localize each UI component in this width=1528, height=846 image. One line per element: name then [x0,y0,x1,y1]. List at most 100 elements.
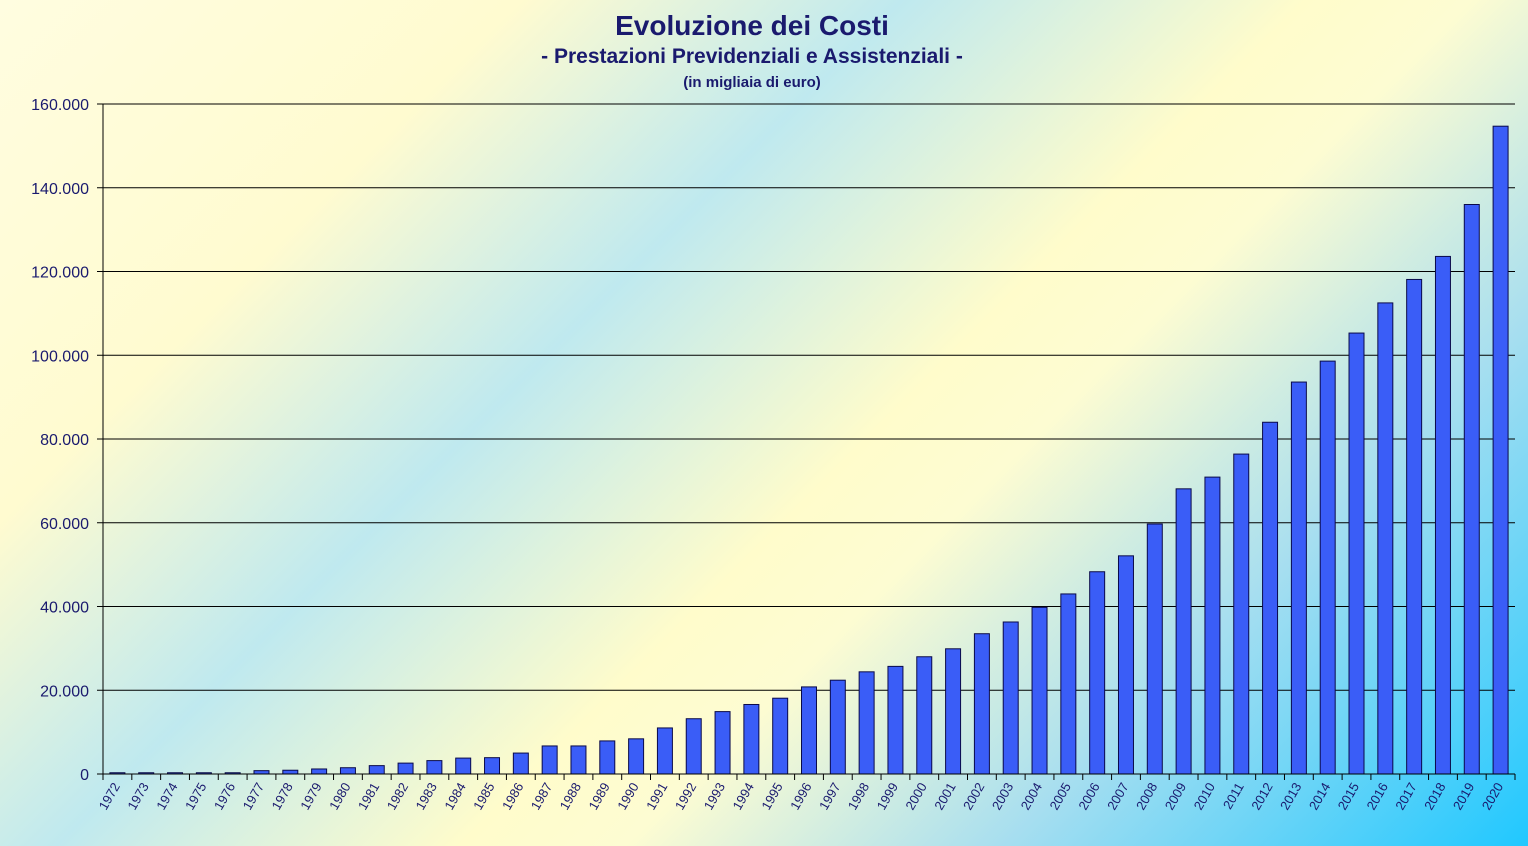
x-tick-label: 1996 [787,780,814,813]
bar-1991 [656,727,673,775]
x-tick-label: 1988 [557,780,584,813]
x-tick-label: 2004 [1018,780,1045,813]
x-tick-label: 1990 [614,780,641,813]
chart-title: Evoluzione dei Costi [615,10,889,41]
x-tick-label: 1999 [874,780,901,813]
bar-2011 [1233,453,1250,775]
bar-1980 [339,767,356,775]
x-tick-label: 2002 [960,780,987,813]
x-tick-label: 1985 [470,780,497,813]
bar-1983 [426,760,443,775]
bar-1988 [570,745,587,775]
bar-2019 [1463,204,1480,775]
bar-1986 [512,752,529,775]
y-tick-label: 140.000 [31,181,89,198]
bar-2007 [1117,555,1134,775]
bar-2015 [1348,332,1365,775]
bar-1998 [858,671,875,775]
x-tick-label: 1994 [730,780,757,813]
bar-2014 [1319,360,1336,775]
x-tick-label: 1973 [124,780,151,813]
bar-1984 [455,757,472,775]
chart-unit-note: (in migliaia di euro) [683,74,821,91]
x-tick-label: 1998 [845,780,872,813]
x-tick-label: 2009 [1162,780,1189,813]
x-tick-label: 1995 [758,780,785,813]
x-tick-label: 2011 [1220,780,1247,812]
x-tick-label: 2006 [1075,780,1102,813]
x-tick-label: 1976 [211,780,238,813]
x-axis-ticks: 1972 1973 1974 1975 1976 1977 1978 1979 1980 1981… [96,774,1516,813]
bar-1981 [368,765,385,775]
bar-1993 [714,711,731,775]
x-tick-label: 1992 [672,780,699,813]
bar-2005 [1060,593,1077,775]
y-tick-label: 60.000 [40,516,89,533]
bar-1995 [772,697,789,775]
x-tick-label: 1983 [413,780,440,813]
x-tick-label: 1986 [499,780,526,813]
bar-1978 [282,769,299,775]
bars [109,125,1509,775]
x-tick-label: 2000 [902,780,929,813]
y-tick-label: 80.000 [40,432,89,449]
bar-2009 [1175,488,1192,775]
bar-1987 [541,745,558,775]
bar-2016 [1377,302,1394,775]
x-tick-label: 1987 [528,780,555,813]
y-tick-label: 0 [80,767,89,784]
bar-2013 [1290,381,1307,775]
bar-1994 [743,703,760,775]
y-tick-label: 120.000 [31,265,89,282]
y-tick-label: 100.000 [31,348,89,365]
bar-1977 [253,770,270,775]
bar-2001 [945,648,962,775]
bar-2012 [1262,421,1279,775]
x-tick-label: 1984 [441,780,468,813]
x-tick-label: 2016 [1363,780,1390,813]
x-tick-label: 1997 [816,780,843,813]
x-tick-label: 2008 [1133,780,1160,813]
y-tick-label: 160.000 [31,97,89,114]
bar-1985 [484,757,501,775]
bar-1999 [887,665,904,775]
bar-1979 [311,768,328,775]
bar-2000 [916,656,933,775]
x-tick-label: 2001 [931,780,958,813]
x-tick-label: 1993 [701,780,728,813]
bar-2008 [1146,523,1163,775]
bar-1990 [628,738,645,775]
x-tick-label: 1978 [268,780,295,813]
x-tick-label: 2010 [1191,780,1218,813]
y-axis-ticks: 0 20.000 40.000 60.000 80.000 100.000 120.000 1… [31,97,103,784]
chart-subtitle: - Prestazioni Previdenziali e Assistenzi… [541,45,963,68]
x-tick-label: 2019 [1450,780,1477,813]
bar-2020 [1492,125,1509,775]
bar-1992 [685,718,702,775]
x-tick-label: 1974 [153,780,180,813]
x-tick-label: 2015 [1335,780,1362,813]
bar-1982 [397,762,414,775]
bar-1997 [829,679,846,775]
x-tick-label: 2013 [1277,780,1304,813]
bar-2002 [973,633,990,775]
x-tick-label: 1989 [585,780,612,813]
bar-1989 [599,740,616,775]
x-tick-label: 2005 [1046,780,1073,813]
x-tick-label: 1975 [182,780,209,813]
x-tick-label: 1991 [643,780,670,813]
x-tick-label: 2007 [1104,780,1131,813]
x-tick-label: 1979 [297,780,324,813]
bar-2010 [1204,476,1221,775]
x-tick-label: 2003 [989,780,1016,813]
axes [97,104,1515,775]
y-tick-label: 20.000 [40,683,89,700]
x-tick-label: 2017 [1392,780,1419,813]
x-tick-label: 2020 [1479,780,1506,813]
bar-2017 [1406,278,1423,775]
bar-1996 [801,686,817,775]
x-tick-label: 1982 [384,780,411,813]
bar-2018 [1434,255,1451,775]
x-tick-label: 2018 [1421,780,1448,813]
